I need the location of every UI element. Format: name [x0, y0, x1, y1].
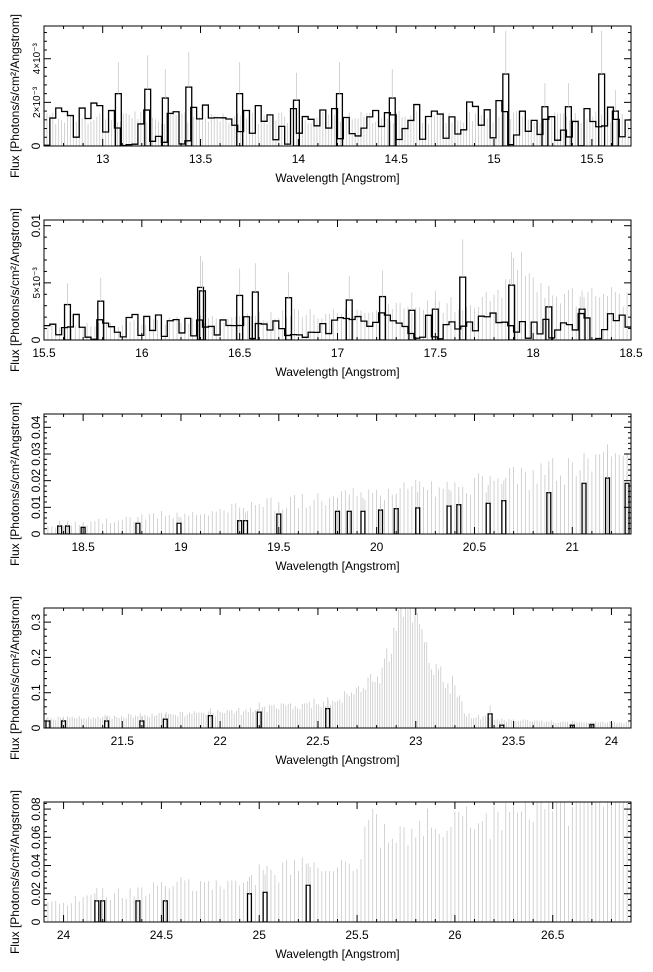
data-series [94, 863, 311, 922]
x-tick-label: 19.5 [267, 540, 291, 554]
x-tick-label: 14.5 [385, 152, 409, 166]
y-tick-label: 2×10⁻³ [32, 86, 43, 118]
y-axis-label: Flux [Photons/s/cm²/Angstrom] [8, 402, 22, 566]
x-tick-label: 15.5 [32, 346, 56, 360]
plot-content [44, 444, 631, 534]
model-series [44, 451, 631, 534]
x-tick-label: 20 [370, 540, 384, 554]
y-tick-label: 0.03 [29, 442, 43, 466]
y-tick-label: 4×10⁻³ [32, 42, 43, 74]
plot-content [44, 802, 631, 922]
spectrum-panel-5: Wavelength [Angstrom] Flux [Photons/s/cm… [8, 790, 632, 961]
data-series [45, 696, 595, 728]
y-tick-label: 0 [29, 530, 43, 537]
x-tick-label: 25 [253, 928, 267, 942]
data-bin [94, 900, 100, 922]
x-tick-label: 17 [331, 346, 345, 360]
y-tick-label: 0.04 [29, 415, 43, 439]
y-axis-label: Flux [Photons/s/cm²/Angstrom] [8, 14, 22, 178]
y-axis-label: Flux [Photons/s/cm²/Angstrom] [8, 790, 22, 954]
data-bin [162, 718, 168, 728]
y-tick-label: 0.3 [29, 613, 43, 630]
data-series [57, 444, 630, 534]
x-axis-label: Wavelength [Angstrom] [275, 559, 399, 573]
x-tick-label: 26 [448, 928, 462, 942]
x-tick-label: 25.5 [345, 928, 369, 942]
x-tick-label: 15 [487, 152, 501, 166]
x-axis-label: Wavelength [Angstrom] [275, 753, 399, 767]
data-bin [501, 500, 507, 534]
y-tick-label: 0.2 [29, 649, 43, 666]
data-series [44, 30, 631, 146]
data-histogram-line [44, 99, 631, 146]
data-bin [246, 893, 253, 922]
x-tick-label: 20.5 [463, 540, 487, 554]
x-tick-label: 19 [174, 540, 188, 554]
y-tick-label: 0 [29, 336, 43, 343]
x-tick-label: 17.5 [424, 346, 448, 360]
data-bin [262, 891, 268, 922]
y-tick-label: 0.01 [29, 495, 43, 519]
x-tick-label: 21.5 [111, 734, 135, 748]
x-tick-label: 16.5 [228, 346, 252, 360]
x-axis-label: Wavelength [Angstrom] [275, 365, 399, 379]
x-tick-label: 13.5 [189, 152, 213, 166]
plot-content [44, 608, 631, 728]
data-bin [242, 520, 249, 534]
x-tick-label: 18 [526, 346, 540, 360]
y-tick-label: 0.06 [29, 825, 43, 849]
y-tick-label: 0.1 [29, 684, 43, 701]
y-tick-label: 0 [29, 142, 43, 149]
spectrum-panel-2: Wavelength [Angstrom] Flux [Photons/s/cm… [8, 208, 643, 379]
spectrum-panel-4: Wavelength [Angstrom] Flux [Photons/s/cm… [8, 596, 632, 767]
y-axis-label: Flux [Photons/s/cm²/Angstrom] [8, 208, 22, 372]
x-tick-label: 22.5 [306, 734, 330, 748]
spectrum-panel-1: Wavelength [Angstrom] Flux [Photons/s/cm… [8, 14, 632, 185]
y-tick-label: 0.08 [29, 797, 43, 821]
data-bin [45, 720, 51, 728]
data-bin [360, 510, 366, 534]
data-bin [104, 720, 110, 728]
model-series [44, 802, 631, 922]
x-tick-label: 24 [57, 928, 71, 942]
data-bin [446, 505, 452, 534]
x-tick-label: 15.5 [580, 152, 604, 166]
x-tick-label: 23.5 [502, 734, 526, 748]
data-bin [176, 522, 182, 534]
x-axis-label: Wavelength [Angstrom] [275, 171, 399, 185]
x-tick-label: 26.5 [541, 928, 565, 942]
y-tick-label: 0.02 [29, 882, 43, 906]
x-tick-label: 22 [213, 734, 227, 748]
x-tick-label: 21 [566, 540, 580, 554]
x-tick-label: 18.5 [619, 346, 643, 360]
x-axis-label: Wavelength [Angstrom] [275, 947, 399, 961]
y-tick-label: 0.01 [29, 214, 43, 238]
y-tick-label: 0 [29, 724, 43, 731]
x-tick-label: 16 [135, 346, 149, 360]
y-tick-label: 0.02 [29, 469, 43, 493]
y-tick-label: 0 [29, 918, 43, 925]
x-tick-label: 24.5 [150, 928, 174, 942]
data-bin [485, 502, 491, 534]
data-series [44, 239, 631, 340]
plot-content [44, 239, 631, 340]
model-series [44, 608, 631, 728]
x-tick-label: 18.5 [71, 540, 95, 554]
x-tick-label: 23 [409, 734, 423, 748]
data-histogram-line [44, 312, 631, 340]
data-bin [305, 884, 311, 922]
x-tick-label: 13 [96, 152, 110, 166]
x-tick-label: 14 [292, 152, 306, 166]
y-axis-label: Flux [Photons/s/cm²/Angstrom] [8, 596, 22, 760]
y-tick-label: 5×10⁻³ [32, 267, 43, 299]
y-tick-label: 0.04 [29, 854, 43, 878]
plot-content [44, 30, 631, 146]
x-tick-label: 24 [605, 734, 619, 748]
data-bin [415, 507, 421, 534]
spectrum-panel-3: Wavelength [Angstrom] Flux [Photons/s/cm… [8, 402, 632, 573]
